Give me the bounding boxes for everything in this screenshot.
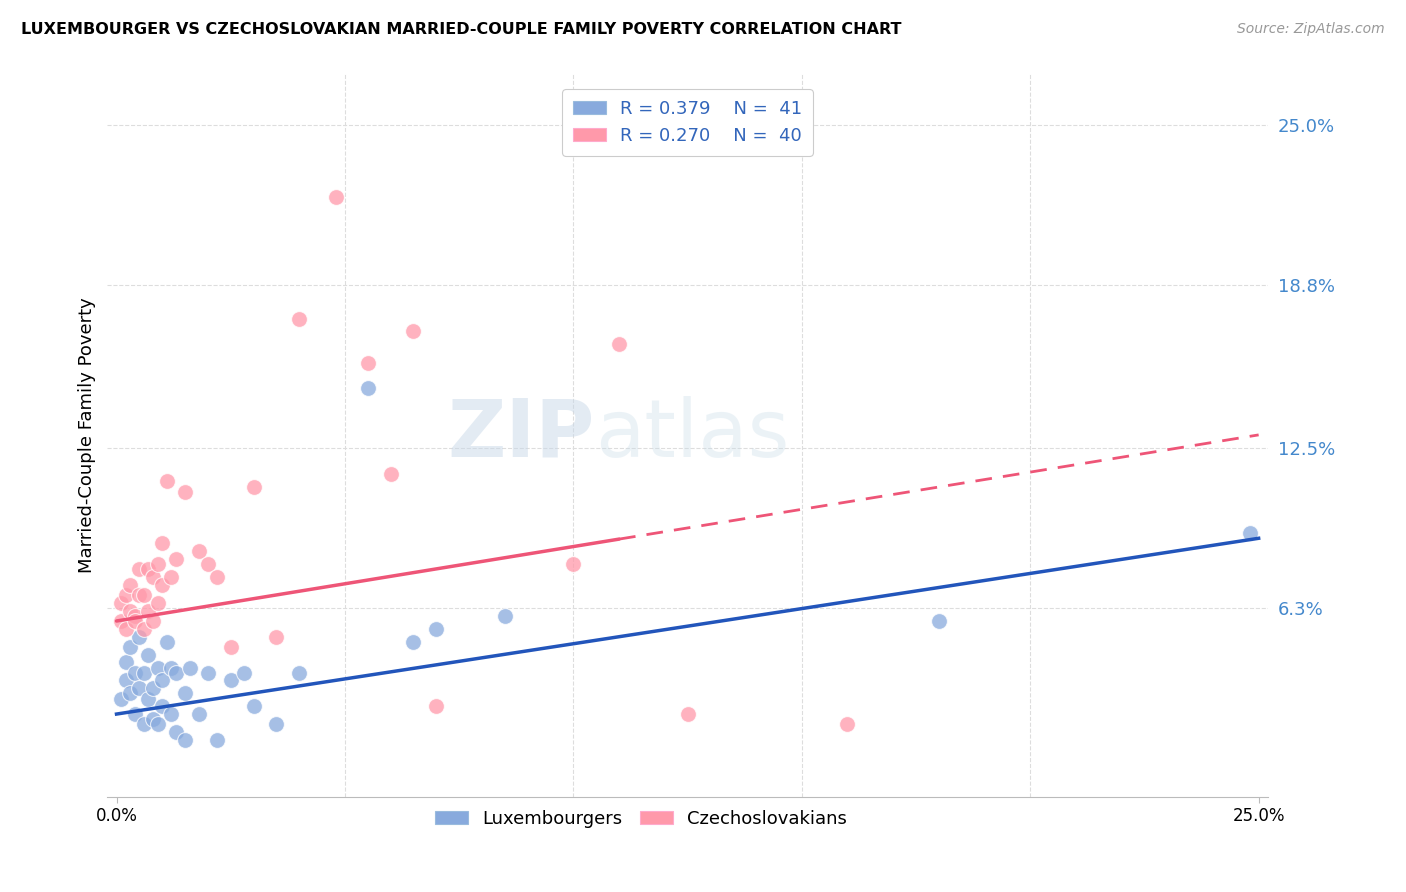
Point xyxy=(425,622,447,636)
Point xyxy=(150,536,173,550)
Point xyxy=(174,484,197,499)
Point xyxy=(357,355,380,369)
Y-axis label: Married-Couple Family Poverty: Married-Couple Family Poverty xyxy=(79,297,96,573)
Point xyxy=(1239,526,1261,541)
Point xyxy=(142,570,165,584)
Point xyxy=(160,707,183,722)
Text: LUXEMBOURGER VS CZECHOSLOVAKIAN MARRIED-COUPLE FAMILY POVERTY CORRELATION CHART: LUXEMBOURGER VS CZECHOSLOVAKIAN MARRIED-… xyxy=(21,22,901,37)
Point xyxy=(120,578,142,592)
Text: atlas: atlas xyxy=(595,396,789,474)
Point xyxy=(138,691,160,706)
Point xyxy=(380,467,402,481)
Point xyxy=(837,717,859,731)
Point xyxy=(110,691,132,706)
Text: ZIP: ZIP xyxy=(447,396,595,474)
Point xyxy=(138,562,160,576)
Point xyxy=(124,707,146,722)
Point xyxy=(242,479,264,493)
Point xyxy=(138,648,160,662)
Point xyxy=(128,588,150,602)
Text: Source: ZipAtlas.com: Source: ZipAtlas.com xyxy=(1237,22,1385,37)
Point xyxy=(142,614,165,628)
Point xyxy=(242,699,264,714)
Point xyxy=(156,634,179,648)
Point xyxy=(187,707,209,722)
Point xyxy=(233,665,256,680)
Point xyxy=(142,681,165,696)
Point xyxy=(146,596,169,610)
Point xyxy=(150,699,173,714)
Point xyxy=(120,640,142,654)
Point xyxy=(124,665,146,680)
Point xyxy=(142,712,165,726)
Point xyxy=(132,622,155,636)
Point xyxy=(132,588,155,602)
Point xyxy=(205,570,228,584)
Point xyxy=(205,732,228,747)
Point xyxy=(128,562,150,576)
Point xyxy=(288,665,311,680)
Point xyxy=(607,337,630,351)
Point xyxy=(357,381,380,395)
Point xyxy=(128,630,150,644)
Point xyxy=(174,732,197,747)
Point xyxy=(197,557,219,571)
Point xyxy=(165,552,187,566)
Point xyxy=(928,614,950,628)
Point xyxy=(187,544,209,558)
Point xyxy=(146,557,169,571)
Point xyxy=(110,596,132,610)
Point xyxy=(146,660,169,674)
Point xyxy=(266,717,288,731)
Point xyxy=(266,630,288,644)
Point xyxy=(174,686,197,700)
Point xyxy=(165,665,187,680)
Point xyxy=(150,578,173,592)
Point xyxy=(402,325,425,339)
Point xyxy=(146,717,169,731)
Point xyxy=(128,681,150,696)
Point xyxy=(124,614,146,628)
Point xyxy=(325,190,347,204)
Point xyxy=(197,665,219,680)
Point xyxy=(132,717,155,731)
Point xyxy=(110,614,132,628)
Point xyxy=(676,707,699,722)
Point xyxy=(402,634,425,648)
Point xyxy=(156,475,179,489)
Point xyxy=(219,673,242,688)
Point xyxy=(160,570,183,584)
Point xyxy=(132,665,155,680)
Point xyxy=(114,673,136,688)
Point xyxy=(124,608,146,623)
Point xyxy=(150,673,173,688)
Point xyxy=(288,311,311,326)
Point xyxy=(562,557,585,571)
Point xyxy=(425,699,447,714)
Point xyxy=(114,588,136,602)
Point xyxy=(114,622,136,636)
Point xyxy=(494,608,516,623)
Point xyxy=(120,686,142,700)
Point xyxy=(120,604,142,618)
Point xyxy=(179,660,201,674)
Point xyxy=(114,656,136,670)
Point xyxy=(219,640,242,654)
Point xyxy=(165,725,187,739)
Legend: Luxembourgers, Czechoslovakians: Luxembourgers, Czechoslovakians xyxy=(427,803,855,835)
Point xyxy=(138,604,160,618)
Point xyxy=(160,660,183,674)
